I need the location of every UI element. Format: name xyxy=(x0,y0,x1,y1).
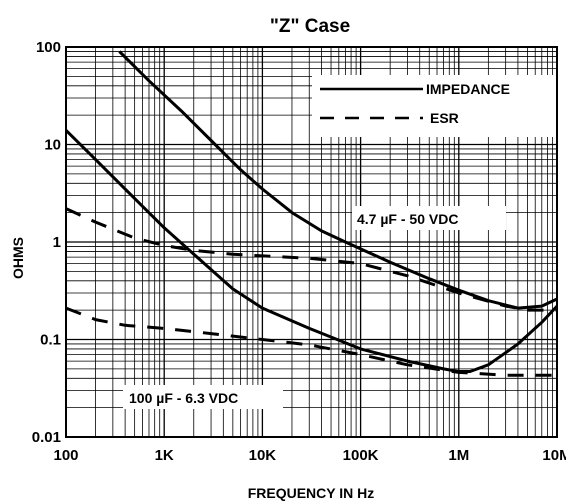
y-tick-label: 10 xyxy=(44,137,61,154)
series-line-impedance xyxy=(64,129,559,373)
series-line-esr xyxy=(65,306,557,377)
y-tick-label: 0.01 xyxy=(32,429,61,446)
legend-impedance-label: IMPEDANCE xyxy=(426,81,510,97)
legend: IMPEDANCE ESR xyxy=(312,75,556,137)
legend-esr-label: ESR xyxy=(430,110,459,126)
annotation-4-7uf: 4.7 µF - 50 VDC xyxy=(352,206,506,230)
annotation-100uf-box xyxy=(123,385,283,409)
series-line-esr xyxy=(65,207,557,312)
plot-grid xyxy=(65,47,557,438)
y-tick-label: 1 xyxy=(53,234,61,251)
x-tick-label: 10K xyxy=(249,447,277,464)
x-axis-title: FREQUENCY IN Hz xyxy=(248,485,375,501)
y-axis-title: OHMS xyxy=(10,237,26,279)
chart-title: "Z" Case xyxy=(270,16,350,37)
y-tick-label: 0.1 xyxy=(40,332,61,349)
x-tick-label: 100K xyxy=(343,447,379,464)
y-tick-label: 100 xyxy=(36,39,61,56)
plot-frame xyxy=(65,46,558,438)
annotation-4-7uf-label: 4.7 µF - 50 VDC xyxy=(357,211,458,227)
annotation-4-7uf-box xyxy=(352,206,506,230)
x-tick-label: 100 xyxy=(53,447,78,464)
x-tick-label: 1K xyxy=(155,447,174,464)
tick-labels: 100 1K 10K 100K 1M 10M 100 10 1 0.1 0.01 xyxy=(32,39,566,464)
legend-box xyxy=(312,75,556,137)
annotation-100uf: 100 µF - 6.3 VDC xyxy=(123,385,283,409)
series-line-impedance xyxy=(118,50,558,310)
x-tick-label: 1M xyxy=(448,447,469,464)
annotation-100uf-label: 100 µF - 6.3 VDC xyxy=(129,390,238,406)
x-tick-label: 10M xyxy=(542,447,566,464)
series-lines xyxy=(64,50,559,377)
